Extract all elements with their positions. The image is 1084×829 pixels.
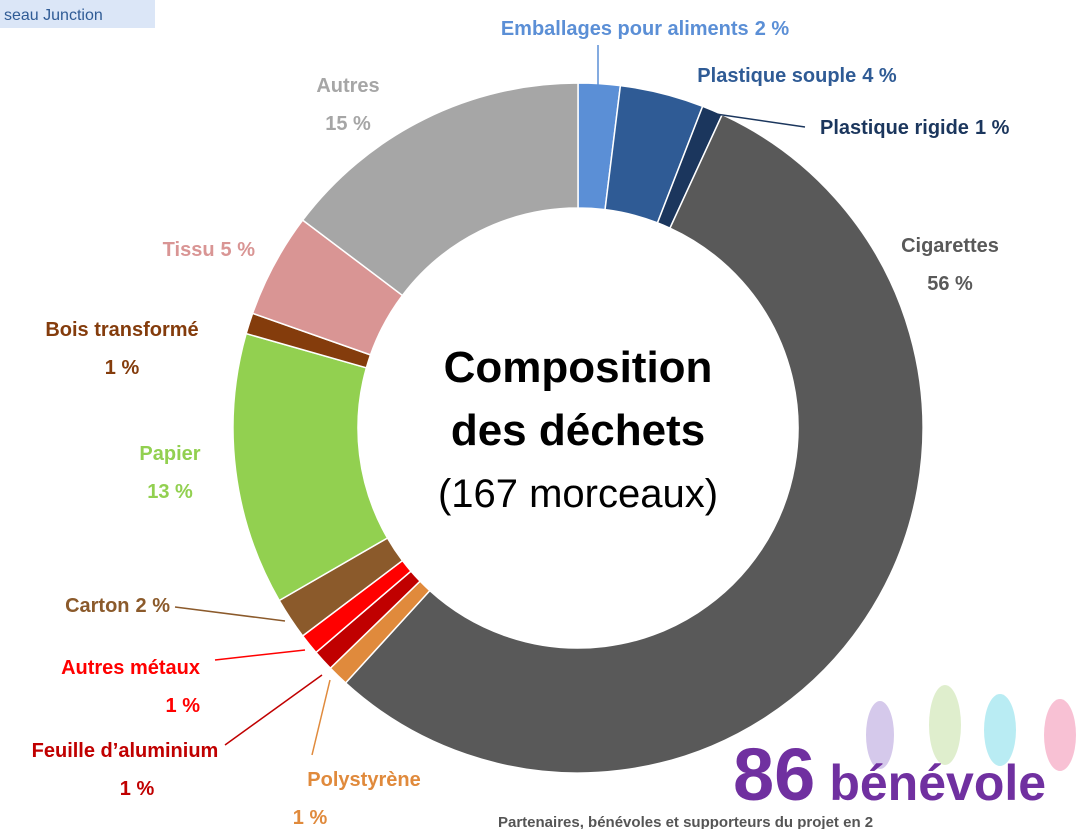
value-label: 15 % [325,113,371,135]
value-label: 1 % [293,807,328,829]
slice-label: Carton 2 % [65,595,170,617]
category-name: Polystyrène [307,769,420,791]
slice-label: Plastique souple 4 % [697,65,897,87]
category-name: Emballages pour aliments [501,18,749,40]
volunteer-count: 86 [733,733,815,816]
slice-label: Papier 13 % [139,443,200,503]
category-name: Feuille d’aluminium [32,740,219,762]
center-title: des déchets [451,406,705,455]
slice-label: Plastique rigide 1 % [820,117,1010,139]
value-label: 1 % [166,695,201,717]
leader-line [225,675,322,745]
center-subtitle: (167 morceaux) [438,472,718,516]
slice-label: Autres métaux 1 % [61,657,200,717]
slice-label: Tissu 5 % [163,239,256,261]
category-name: Autres [316,75,379,97]
value-label: 2 % [755,18,790,40]
center-title: Composition [444,343,713,392]
volunteer-label: bénévole [829,755,1046,811]
page: seau Junction Emballages pour aliments 2 … [0,0,1084,829]
category-name: Autres métaux [61,657,200,679]
leader-line [215,650,305,660]
footer: Partenaires, bénévoles et supporteurs du… [498,814,873,829]
header-text: seau Junction [4,7,103,24]
slice-label: Bois transformé 1 % [45,319,198,379]
category-name: Tissu [163,239,215,261]
value-label: 1 % [105,357,140,379]
value-label: 4 % [862,65,897,87]
value-label: 56 % [927,273,973,295]
value-label: 13 % [147,481,193,503]
leader-line [175,607,285,621]
hand [929,685,961,765]
slice-label: Feuille d’aluminium 1 % [32,740,219,800]
value-label: 2 % [136,595,171,617]
slice-label: Autres 15 % [316,75,379,135]
slice-label: Emballages pour aliments 2 % [501,18,790,40]
value-label: 5 % [221,239,256,261]
leader-line [312,680,330,755]
category-name: Papier [139,443,200,465]
slice-label: Cigarettes 56 % [901,235,999,295]
value-label: 1 % [120,778,155,800]
hand [1044,699,1076,771]
category-name: Plastique rigide [820,117,969,139]
category-name: Plastique souple [697,65,856,87]
category-name: Carton [65,595,129,617]
category-name: Bois transformé [45,319,198,341]
slice-label: Polystyrène 1 % [293,769,421,829]
category-name: Cigarettes [901,235,999,257]
value-label: 1 % [975,117,1010,139]
